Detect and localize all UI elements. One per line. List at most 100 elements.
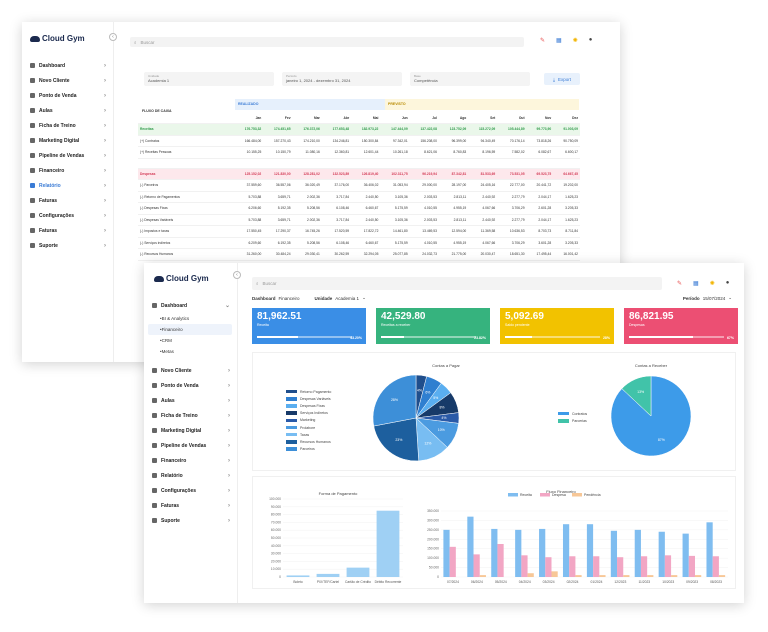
- sidebar-item-suporte[interactable]: Suporte ›: [144, 513, 238, 528]
- legend-item[interactable]: Despesas Variáveis: [286, 395, 331, 402]
- table-cell: Fev: [263, 112, 293, 124]
- user-icon[interactable]: ●: [588, 37, 593, 43]
- table-cell: 10.261,18: [380, 146, 410, 159]
- subitem-financeiro[interactable]: • Financeiro: [148, 324, 232, 335]
- back-search-input[interactable]: ⌕ Buscar: [130, 37, 524, 47]
- legend-label: Recursos Humanos: [300, 439, 331, 444]
- sidebar-item-aulas[interactable]: Aulas ›: [144, 393, 238, 408]
- faturas-icon: [30, 198, 35, 203]
- sidebar-item-novo-cliente[interactable]: Novo Cliente ›: [22, 73, 114, 88]
- sun-icon[interactable]: ✺: [709, 281, 715, 287]
- unit-value[interactable]: Academia 1: [335, 295, 360, 301]
- x-tick-label: 10/2023: [662, 580, 674, 584]
- front-search-input[interactable]: ⌕ Buscar: [252, 277, 662, 290]
- base-select[interactable]: Base Competência: [410, 72, 530, 86]
- legend-item[interactable]: Serviços Indiretos: [286, 410, 331, 417]
- x-tick-label: 02/2024: [567, 580, 579, 584]
- sidebar-item-relatorio[interactable]: Relatório ›: [144, 468, 238, 483]
- sidebar-item-configuracoes[interactable]: Configurações ›: [22, 208, 114, 223]
- pin-icon[interactable]: ✎: [540, 38, 546, 44]
- period-value[interactable]: 15/07/2024: [702, 295, 726, 301]
- legend-item[interactable]: Despesas Fixas: [286, 402, 331, 409]
- bar-pendencia: [575, 575, 582, 577]
- calendar-icon[interactable]: ▦: [556, 38, 562, 44]
- pin-icon[interactable]: ✎: [677, 281, 683, 287]
- subitem-bi-analytics[interactable]: • BI & Analytics: [160, 316, 190, 321]
- breadcrumb-section[interactable]: Dashboard: [252, 295, 276, 301]
- cloud-icon: [154, 275, 164, 282]
- legend-item[interactable]: Prolabore: [286, 424, 331, 431]
- table-cell: 2.002,36: [292, 214, 322, 226]
- table-cell: 17.495,44: [526, 248, 554, 261]
- sidebar-item-suporte[interactable]: Suporte ›: [22, 238, 114, 253]
- novo-cliente-icon: [152, 368, 157, 373]
- pie-slice-label: 10%: [438, 428, 445, 432]
- sidebar-item-ponto-de-venda[interactable]: Ponto de Venda ›: [144, 378, 238, 393]
- table-cell: 14.461,80: [380, 225, 410, 238]
- sidebar-item-dashboard[interactable]: Dashboard ⌄: [144, 298, 238, 313]
- sidebar-item-pipeline-de-vendas[interactable]: Pipeline de Vendas ›: [144, 438, 238, 453]
- legend-item[interactable]: Taxas: [286, 431, 331, 438]
- legend-item[interactable]: Parcerias: [558, 417, 587, 424]
- kpi-card-saldo-pendente[interactable]: 5,092.69 Saldo pendente 28%: [500, 308, 614, 344]
- subitem-metas[interactable]: • Metas: [160, 349, 174, 354]
- collapse-sidebar-icon[interactable]: ‹: [233, 271, 241, 279]
- period-select[interactable]: Período janeiro 1, 2024 - dezembro 31, 20…: [282, 72, 402, 86]
- search-placeholder: Buscar: [262, 281, 277, 286]
- legend-item[interactable]: Marketing: [286, 417, 331, 424]
- bar-pendencia: [551, 571, 558, 577]
- dashboard-icon: [30, 63, 35, 68]
- sidebar-item-aulas[interactable]: Aulas ›: [22, 103, 114, 118]
- user-icon[interactable]: ●: [725, 280, 730, 286]
- front-window: Cloud Gym Dashboard ⌄ • BI & Analytics • Fi…: [144, 263, 744, 603]
- sidebar-item-ficha-de-treino[interactable]: Ficha de Treino ›: [144, 408, 238, 423]
- table-cell: 3.105,36: [380, 191, 410, 203]
- legend-item[interactable]: Parceiros: [286, 446, 331, 453]
- sidebar-item-faturas[interactable]: Faturas ›: [22, 193, 114, 208]
- export-button[interactable]: ⤓ Export: [544, 73, 580, 85]
- legend-item[interactable]: Contratos: [558, 410, 587, 417]
- row-label: Receitas: [138, 123, 234, 136]
- sidebar-item-marketing-digital[interactable]: Marketing Digital ›: [144, 423, 238, 438]
- collapse-sidebar-icon[interactable]: ‹: [109, 33, 117, 41]
- sidebar-item-marketing-digital[interactable]: Marketing Digital ›: [22, 133, 114, 148]
- chevron-down-icon[interactable]: ⌄: [728, 295, 732, 300]
- calendar-icon[interactable]: ▦: [693, 281, 699, 287]
- bar-receita: [706, 522, 713, 577]
- chevron-down-icon[interactable]: ⌄: [362, 295, 366, 300]
- sidebar-item-dashboard[interactable]: Dashboard ›: [22, 58, 114, 73]
- sidebar-item-faturas[interactable]: Faturas ›: [144, 498, 238, 513]
- sidebar-item-label: Ficha de Treino: [161, 412, 198, 419]
- sidebar-item-faturas[interactable]: Faturas ›: [22, 223, 114, 238]
- sidebar-item-pipeline-de-vendas[interactable]: Pipeline de Vendas ›: [22, 148, 114, 163]
- x-tick-label: Cartão de Crédito: [345, 580, 371, 584]
- expense-item-row: (-) Retorno de Pagamentos 5.703,88 3.659,7…: [138, 191, 580, 203]
- bar-pendencia: [479, 575, 486, 577]
- sidebar-item-financeiro[interactable]: Financeiro ›: [144, 453, 238, 468]
- sidebar-item-novo-cliente[interactable]: Novo Cliente ›: [144, 363, 238, 378]
- sidebar-item-configuracoes[interactable]: Configurações ›: [144, 483, 238, 498]
- legend-item[interactable]: Retorno Pagamento: [286, 388, 331, 395]
- sidebar-item-relatorio[interactable]: Relatório ›: [22, 178, 114, 193]
- sidebar-item-financeiro[interactable]: Financeiro ›: [22, 163, 114, 178]
- subitem-crm[interactable]: • CRM: [160, 338, 172, 343]
- spacer-row: [138, 158, 580, 169]
- legend-swatch: [286, 418, 297, 423]
- kpi-card-despesas[interactable]: 86,821.95 Despesas 67%: [624, 308, 738, 344]
- table-cell: 13.469,53: [409, 225, 439, 238]
- chevron-right-icon: ›: [104, 92, 106, 99]
- table-cell: 17.822,72: [351, 225, 381, 238]
- kpi-card-receita[interactable]: 81,962.51 Receita 43.20%: [252, 308, 366, 344]
- bar-charts-panel: Forma de Pagamento 0 10.000 20.000 30.000 40…: [252, 476, 736, 589]
- relatorio-icon: [30, 183, 35, 188]
- table-cell: 128.281,02: [292, 168, 322, 180]
- sidebar-item-ficha-de-treino[interactable]: Ficha de Treino ›: [22, 118, 114, 133]
- realized-header: REALIZADO: [235, 99, 385, 110]
- sun-icon[interactable]: ✺: [572, 38, 578, 44]
- bar-despesa: [593, 556, 600, 577]
- sidebar-item-ponto-de-venda[interactable]: Ponto de Venda ›: [22, 88, 114, 103]
- table-cell: 10.636,53: [497, 225, 527, 238]
- kpi-card-receitas-a-receber[interactable]: 42,529.80 Receitas a receber 23.82%: [376, 308, 490, 344]
- unit-select[interactable]: Unidade Academia 1: [144, 72, 274, 86]
- legend-item[interactable]: Recursos Humanos: [286, 438, 331, 445]
